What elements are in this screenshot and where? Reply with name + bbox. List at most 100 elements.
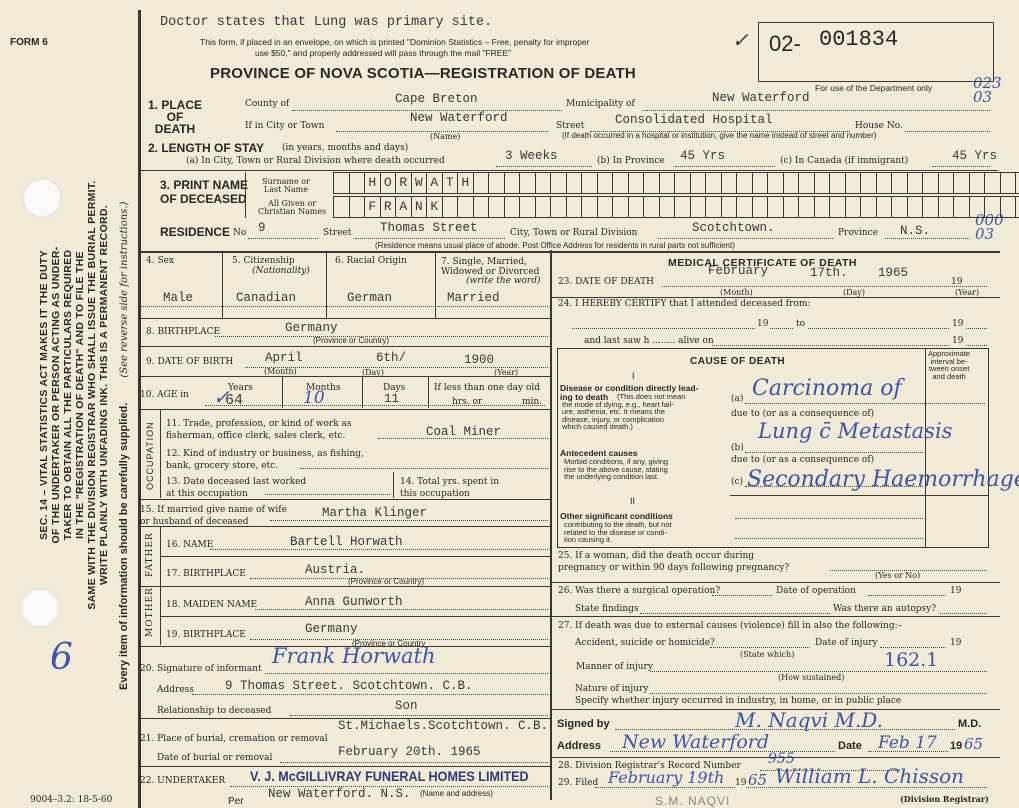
residence-street-label: Street [323, 228, 352, 238]
record-number: 955 [768, 751, 795, 767]
fill-line [250, 639, 548, 640]
md-label: M.D. [958, 718, 982, 730]
rule-line [551, 297, 1000, 298]
form-title: PROVINCE OF NOVA SCOTIA—REGISTRATION OF … [210, 65, 636, 82]
every-item-note: Every item of information should be care… [118, 402, 130, 690]
months-label: Months [306, 383, 341, 393]
month-note: (Month) [264, 367, 297, 376]
to-19: 19 [950, 319, 966, 329]
other-note: contributing to the death, but not relat… [564, 520, 672, 544]
letter-box [923, 197, 939, 217]
dod-day-note: (Day) [843, 288, 865, 297]
letter-box: R [396, 173, 412, 193]
fill-line [250, 578, 548, 579]
fill-line [270, 520, 548, 521]
letter-box [660, 173, 675, 193]
disease-note: (This does not mean the mode of dying, e… [562, 392, 686, 431]
undertaker-address: New Waterford. N.S. [268, 787, 411, 801]
fill-line [355, 238, 505, 239]
letter-box [970, 173, 985, 193]
hospital-note: (If death occurred in a hospital or inst… [562, 131, 877, 140]
fill-line [662, 286, 987, 287]
fill-line [496, 166, 592, 167]
undertaker-stamp: V. J. McGILLIVRAY FUNERAL HOMES LIMITED [250, 768, 529, 784]
letter-box [489, 197, 505, 217]
letter-box [985, 197, 1001, 217]
letter-box [1001, 197, 1016, 217]
min-label: min. [522, 397, 543, 407]
letter-box [644, 197, 660, 217]
fill-line [255, 609, 548, 610]
to-label: to [794, 319, 808, 329]
municipality-label: Municipality of [566, 99, 635, 109]
province-label: Province [838, 228, 878, 238]
rule-line [428, 376, 429, 408]
mother-name: Anna Gunworth [305, 595, 403, 609]
citizenship-label: 5. Citizenship [232, 256, 295, 266]
fill-line [572, 328, 987, 329]
form-code: 9004–3.2: 18-5-60 [30, 795, 113, 805]
spouse-label: 15. If married give name of wife or husb… [140, 505, 287, 527]
rule-line [138, 346, 550, 347]
letter-box [892, 197, 908, 217]
cause-a: Carcinoma of [752, 376, 902, 401]
dept-code: 023 03 [973, 74, 1002, 106]
rule-line [138, 499, 550, 500]
mother-side-label: MOTHER [145, 587, 155, 637]
county-label: County of [245, 99, 290, 109]
rule-line [326, 252, 327, 318]
dod-month: February [708, 264, 769, 278]
rule-line [138, 718, 550, 719]
letter-box [939, 197, 954, 217]
dod-year-note: (Year) [955, 288, 980, 297]
letter-box [613, 197, 629, 217]
due-to-label: due to (or as a consequence of) [731, 409, 875, 419]
letter-box [536, 173, 551, 193]
a-label: (a) [731, 394, 744, 404]
fill-line [650, 693, 987, 694]
stay-label: 2. LENGTH OF STAY [148, 141, 265, 155]
fill-line [710, 647, 810, 648]
letter-box [443, 197, 458, 217]
letter-box [815, 173, 830, 193]
letter-box [334, 197, 350, 217]
rule-line [138, 766, 550, 767]
c-label: (c) [731, 477, 744, 487]
rule-line [551, 616, 1000, 617]
city-label: If in City or Town [245, 121, 325, 131]
letter-box [753, 173, 768, 193]
letter-box [861, 173, 877, 193]
letter-box [722, 197, 737, 217]
manner-label: Manner of injury [576, 662, 653, 672]
fill-line [735, 518, 923, 519]
other-label: Other significant conditions [560, 511, 673, 521]
last-saw-19: 19 [950, 336, 966, 346]
rule-line [160, 616, 550, 617]
letter-box [350, 197, 365, 217]
b-label: (b) [731, 443, 744, 453]
county-value: Cape Breton [395, 92, 478, 106]
yes-no-note: (Yes or No) [875, 571, 921, 580]
rule-line [925, 348, 926, 548]
letter-box [520, 173, 536, 193]
rule-line [245, 172, 246, 218]
marital-label: 7. Single, Married, Widowed or Divorced [441, 257, 540, 277]
dod-year: 1965 [878, 266, 909, 280]
father-birthplace: Austria. [305, 563, 366, 577]
letter-box [691, 173, 706, 193]
last-saw-label: and last saw h ........ alive on [584, 336, 714, 346]
stay-b-label: (b) In Province [597, 156, 665, 166]
letter-box [908, 173, 923, 193]
mother-name-label: 18. MAIDEN NAME [166, 600, 258, 610]
hrs-label: hrs. or [452, 397, 483, 407]
marital-note: (write the word) [466, 276, 541, 286]
dob-day: 6th/ [376, 351, 407, 365]
age-check: ✓ [213, 385, 230, 409]
statute-line: TAKER TO OBTAIN ALL THE PARTICULARS REQU… [62, 249, 74, 541]
statute-text: SEC. 14 – VITAL STATISTICS ACT MAKES IT … [38, 125, 110, 665]
check-mark: ✓ [732, 28, 749, 52]
medical-title: MEDICAL CERTIFICATE OF DEATH [668, 257, 857, 269]
rule-line [138, 170, 998, 171]
rule-line [138, 251, 1000, 253]
injury-19: 19 [950, 638, 962, 648]
